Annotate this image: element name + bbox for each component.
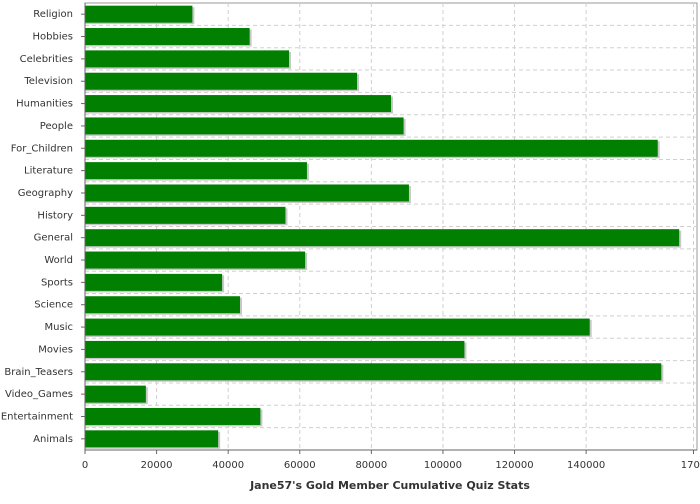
y-tick-label: Video_Games [5,389,73,400]
y-tick-label: Hobbies [33,32,73,43]
bar [85,72,358,90]
x-tick-label: 120000 [495,460,533,471]
bar [85,28,250,46]
y-tick-label: Religion [33,9,73,20]
y-tick-label: People [40,121,73,132]
x-tick-label: 80000 [355,460,387,471]
y-tick-label: For_Children [11,143,73,154]
y-tick-label: Animals [33,434,73,445]
y-tick-label: Sports [41,277,73,288]
y-tick-label: Geography [18,188,73,199]
y-tick-label: Entertainment [1,411,73,422]
bar [85,407,261,425]
x-tick-label: 20000 [141,460,173,471]
y-tick-label: Music [45,322,73,333]
bar [85,50,290,68]
y-tick-label: Humanities [16,99,73,110]
bar [85,340,465,358]
bar [85,5,193,23]
x-tick-label: 140000 [567,460,605,471]
bar [85,363,662,381]
x-tick-label: 1700 [681,460,700,471]
bar [85,385,146,403]
bar [85,430,219,448]
bar [85,184,409,202]
y-tick-label: Science [34,300,73,311]
bar [85,206,286,224]
x-tick-label: 100000 [424,460,462,471]
bar [85,117,404,135]
x-tick-label: 40000 [212,460,244,471]
y-tick-label: Literature [24,166,73,177]
x-axis-label: Jane57's Gold Member Cumulative Quiz Sta… [249,479,530,492]
y-tick-label: History [37,210,73,221]
y-tick-label: Movies [38,344,73,355]
y-tick-label: Brain_Teasers [4,367,73,378]
x-tick-label: 60000 [284,460,316,471]
y-tick-label: World [44,255,73,266]
x-tick-label: 0 [82,460,88,471]
bar [85,229,680,247]
bar [85,95,392,113]
y-tick-label: Television [23,76,73,87]
bar [85,251,306,269]
bar [85,296,240,314]
bar [85,273,223,291]
y-tick-label: Celebrities [20,54,73,65]
bar [85,162,307,180]
bar [85,139,658,157]
y-tick-label: General [34,233,73,244]
bar [85,318,590,336]
